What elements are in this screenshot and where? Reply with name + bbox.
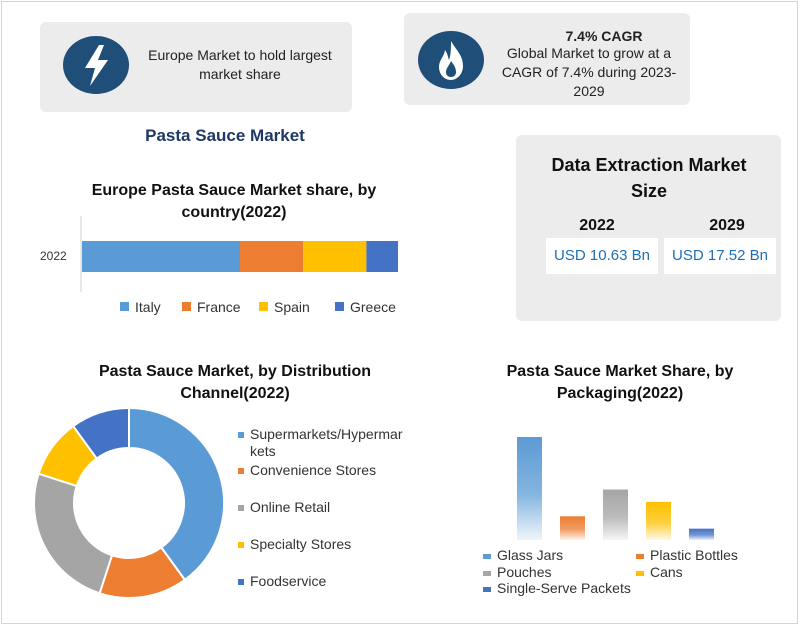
packaging-legend-cans: Cans bbox=[636, 564, 683, 580]
country-bar-segment-greece bbox=[366, 241, 398, 272]
france-swatch bbox=[182, 302, 191, 311]
italy-label: Italy bbox=[135, 299, 161, 315]
country-legend-italy: Italy bbox=[120, 299, 161, 315]
spain-swatch bbox=[259, 302, 268, 311]
packaging-bar-glass-jars bbox=[517, 437, 542, 540]
online-swatch bbox=[238, 505, 244, 511]
packaging-bar-pouches bbox=[603, 489, 628, 540]
packaging-legend-pouches: Pouches bbox=[483, 564, 551, 580]
supermarkets-label: Supermarkets/Hypermar bbox=[250, 426, 403, 442]
donut-slice-foodservice bbox=[71, 406, 130, 460]
cans-swatch bbox=[636, 571, 644, 576]
specialty-swatch bbox=[238, 542, 244, 548]
distribution-legend-supermarkets-line2: kets bbox=[250, 443, 276, 459]
plastic-bottles-label: Plastic Bottles bbox=[650, 547, 738, 563]
glass-jars-label: Glass Jars bbox=[497, 547, 564, 563]
plastic-bottles-swatch bbox=[636, 554, 644, 559]
online-label: Online Retail bbox=[250, 499, 331, 515]
greece-label: Greece bbox=[350, 299, 396, 315]
foodservice-swatch bbox=[238, 579, 244, 585]
distribution-legend-online: Online Retail bbox=[238, 499, 330, 515]
value-2029: USD 17.52 Bn bbox=[664, 238, 776, 274]
year-2022-label: 2022 bbox=[579, 217, 615, 234]
country-legend-france: France bbox=[182, 299, 241, 315]
greece-swatch bbox=[335, 302, 344, 311]
distribution-legend-supermarkets: Supermarkets/Hypermar bbox=[238, 426, 403, 442]
convenience-label: Convenience Stores bbox=[250, 462, 377, 478]
italy-swatch bbox=[120, 302, 129, 311]
packaging-bar-plastic-bottles bbox=[560, 516, 585, 540]
country-bar-segment-france bbox=[240, 241, 304, 272]
data-extraction-box bbox=[516, 135, 781, 321]
donut-slice-online-retail bbox=[33, 472, 114, 595]
packaging-chart-title: Pasta Sauce Market Share, by Packaging(2… bbox=[506, 363, 734, 402]
packaging-legend-plastic-bottles: Plastic Bottles bbox=[636, 547, 738, 563]
pouches-swatch bbox=[483, 571, 491, 576]
distribution-legend-convenience: Convenience Stores bbox=[238, 462, 376, 478]
cagr-text: Global Market to grow at a CAGR of 7.4% … bbox=[501, 45, 677, 99]
pouches-label: Pouches bbox=[497, 564, 552, 580]
supermarkets-swatch bbox=[238, 432, 244, 438]
france-label: France bbox=[197, 299, 241, 315]
country-bar-segment-italy bbox=[82, 241, 240, 272]
main-title: Pasta Sauce Market bbox=[145, 126, 305, 145]
cagr-heading: 7.4% CAGR bbox=[565, 28, 643, 44]
glass-jars-swatch bbox=[483, 554, 491, 559]
supermarkets-label-line2: kets bbox=[250, 443, 276, 459]
year-2029-label: 2029 bbox=[709, 217, 745, 234]
value-2022: USD 10.63 Bn bbox=[546, 238, 658, 274]
europe-callout-text: Europe Market to hold largest market sha… bbox=[148, 47, 332, 82]
single-serve-label: Single-Serve Packets bbox=[497, 580, 631, 596]
flame-icon bbox=[418, 31, 484, 89]
spain-label: Spain bbox=[274, 299, 310, 315]
lightning-bolt-icon bbox=[63, 36, 129, 94]
convenience-swatch bbox=[238, 468, 244, 474]
extraction-title: Data Extraction Market Size bbox=[551, 155, 747, 201]
country-legend-spain: Spain bbox=[259, 299, 310, 315]
packaging-legend-single-serve: Single-Serve Packets bbox=[483, 580, 631, 596]
country-bar-segment-spain bbox=[303, 241, 367, 272]
packaging-bar-cans bbox=[646, 501, 671, 540]
distribution-chart-title: Pasta Sauce Market, by Distribution Chan… bbox=[98, 363, 372, 402]
specialty-label: Specialty Stores bbox=[250, 536, 352, 552]
packaging-bar-single-serve-packets bbox=[689, 528, 714, 540]
cans-label: Cans bbox=[650, 564, 683, 580]
distribution-legend-foodservice: Foodservice bbox=[238, 573, 326, 589]
distribution-legend-specialty: Specialty Stores bbox=[238, 536, 351, 552]
foodservice-label: Foodservice bbox=[250, 573, 327, 589]
country-category-label: 2022 bbox=[40, 249, 67, 263]
single-serve-swatch bbox=[483, 587, 491, 592]
country-legend-greece: Greece bbox=[335, 299, 396, 315]
country-chart-title: Europe Pasta Sauce Market share, by coun… bbox=[91, 182, 377, 221]
packaging-legend-glass-jars: Glass Jars bbox=[483, 547, 563, 563]
donut-slice-supermarkets-hypermarkets bbox=[128, 406, 225, 582]
